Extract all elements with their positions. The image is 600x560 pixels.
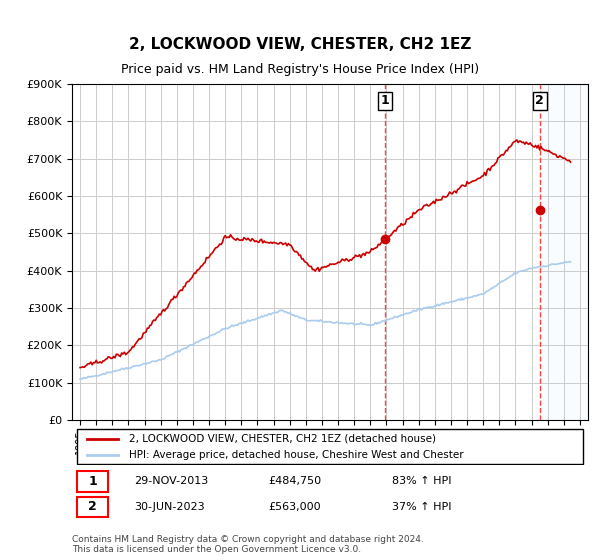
Text: £563,000: £563,000 xyxy=(268,502,321,512)
Text: Price paid vs. HM Land Registry's House Price Index (HPI): Price paid vs. HM Land Registry's House … xyxy=(121,63,479,77)
FancyBboxPatch shape xyxy=(77,497,108,517)
Text: 1: 1 xyxy=(380,94,389,107)
Bar xyxy=(539,84,588,420)
Text: £484,750: £484,750 xyxy=(268,477,321,487)
Text: HPI: Average price, detached house, Cheshire West and Chester: HPI: Average price, detached house, Ches… xyxy=(129,450,463,460)
Text: 2, LOCKWOOD VIEW, CHESTER, CH2 1EZ: 2, LOCKWOOD VIEW, CHESTER, CH2 1EZ xyxy=(129,38,471,52)
Text: Contains HM Land Registry data © Crown copyright and database right 2024.
This d: Contains HM Land Registry data © Crown c… xyxy=(72,535,424,554)
Text: 30-JUN-2023: 30-JUN-2023 xyxy=(134,502,205,512)
Text: 2: 2 xyxy=(88,501,97,514)
Text: 1: 1 xyxy=(88,475,97,488)
Text: 2, LOCKWOOD VIEW, CHESTER, CH2 1EZ (detached house): 2, LOCKWOOD VIEW, CHESTER, CH2 1EZ (deta… xyxy=(129,433,436,444)
FancyBboxPatch shape xyxy=(77,429,583,464)
Text: 37% ↑ HPI: 37% ↑ HPI xyxy=(392,502,451,512)
Text: 83% ↑ HPI: 83% ↑ HPI xyxy=(392,477,451,487)
FancyBboxPatch shape xyxy=(77,472,108,492)
Text: 29-NOV-2013: 29-NOV-2013 xyxy=(134,477,208,487)
Text: 2: 2 xyxy=(535,94,544,107)
